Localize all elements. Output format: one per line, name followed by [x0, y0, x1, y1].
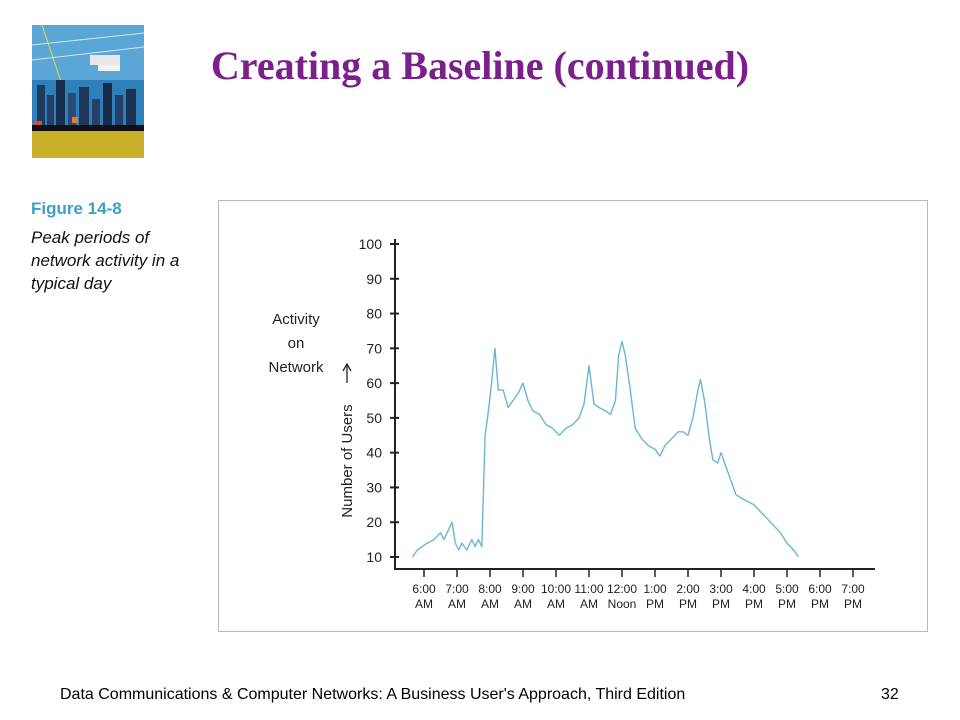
x-tick-label: AM — [448, 597, 466, 611]
plot-area: 1020304050607080901006:00AM7:00AM8:00AM9… — [359, 236, 875, 611]
x-tick-label: PM — [712, 597, 730, 611]
y-tick-label: 40 — [366, 445, 382, 461]
x-tick-label: PM — [844, 597, 862, 611]
figure-caption-line: typical day — [31, 274, 112, 293]
activity-label-line: on — [288, 335, 305, 352]
page-number: 32 — [881, 686, 899, 703]
x-tick-label: PM — [811, 597, 829, 611]
y-tick-label: 30 — [366, 479, 382, 495]
x-tick-label: 7:00 — [841, 582, 865, 596]
x-tick-label: 2:00 — [676, 582, 700, 596]
x-tick-label: 6:00 — [808, 582, 832, 596]
activity-label-line: Network — [268, 359, 324, 376]
x-tick-label: 5:00 — [775, 582, 799, 596]
x-tick-label: AM — [481, 597, 499, 611]
x-tick-label: 10:00 — [541, 582, 571, 596]
y-axis-label: Number of Users — [339, 404, 356, 517]
x-tick-label: 9:00 — [511, 582, 535, 596]
x-tick-label: 3:00 — [709, 582, 733, 596]
x-tick-label: AM — [514, 597, 532, 611]
footer-text: Data Communications & Computer Networks:… — [60, 686, 686, 703]
x-tick-label: 12:00 — [607, 582, 637, 596]
y-tick-label: 70 — [366, 340, 382, 356]
figure-caption: Peak periods of network activity in a ty… — [31, 226, 201, 295]
book-cover-image — [31, 24, 145, 158]
y-tick-label: 60 — [366, 375, 382, 391]
x-tick-label: 11:00 — [574, 582, 603, 596]
y-tick-label: 20 — [366, 514, 382, 530]
y-tick-label: 10 — [366, 549, 382, 565]
activity-label-line: Activity — [272, 311, 320, 328]
x-tick-label: Noon — [608, 597, 637, 611]
x-tick-label: 1:00 — [643, 582, 667, 596]
y-tick-label: 90 — [366, 271, 382, 287]
x-tick-label: 7:00 — [445, 582, 469, 596]
y-tick-label: 80 — [366, 306, 382, 322]
x-tick-label: AM — [580, 597, 598, 611]
figure-caption-line: network activity in a — [31, 251, 180, 270]
y-axis-label-group: Number of Users — [339, 404, 356, 517]
slide-title: Creating a Baseline (continued) — [210, 43, 750, 88]
x-tick-label: 4:00 — [742, 582, 766, 596]
x-tick-label: PM — [679, 597, 697, 611]
y-tick-label: 100 — [359, 236, 383, 252]
activity-series-line — [411, 340, 800, 558]
x-tick-label: 6:00 — [412, 582, 436, 596]
y-tick-label: 50 — [366, 410, 382, 426]
x-tick-label: PM — [646, 597, 664, 611]
x-tick-label: PM — [778, 597, 796, 611]
x-tick-label: AM — [547, 597, 565, 611]
network-activity-chart: Activity on Network Number of Users 10 20… — [268, 236, 875, 611]
x-tick-label: PM — [745, 597, 763, 611]
chart-frame: Activity on Network Number of Users 10 20… — [218, 200, 928, 632]
figure-number: Figure 14-8 — [31, 199, 122, 218]
x-tick-label: AM — [415, 597, 433, 611]
y-axis-label-arrow — [342, 362, 352, 383]
figure-caption-line: Peak periods of — [31, 228, 150, 247]
x-tick-label: 8:00 — [478, 582, 502, 596]
